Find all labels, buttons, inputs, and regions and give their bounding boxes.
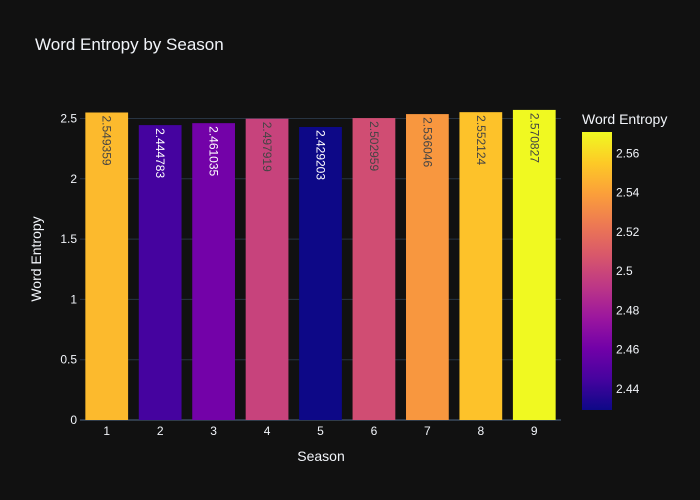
y-tick-label: 1 xyxy=(70,292,77,306)
bar-season-2[interactable] xyxy=(138,125,182,420)
bar-data-label: 2.497919 xyxy=(260,122,274,172)
x-tick-label: 1 xyxy=(103,424,110,438)
x-tick-label: 7 xyxy=(424,424,431,438)
colorbar: Word Entropy 2.44 2.46 2.48 2.5 2.52 2.54 2.56 xyxy=(582,111,667,410)
y-axis-ticks: 0 0.5 1 1.5 2 2.5 xyxy=(60,111,77,427)
bar-data-label: 2.429203 xyxy=(314,130,328,180)
colorbar-tick-label: 2.48 xyxy=(616,303,640,317)
colorbar-tick-label: 2.44 xyxy=(616,382,640,396)
bar-data-label: 2.461035 xyxy=(207,126,221,176)
bar-data-label: 2.536046 xyxy=(420,117,434,167)
bar-season-5[interactable] xyxy=(299,126,342,420)
bars xyxy=(85,109,556,421)
y-tick-label: 0.5 xyxy=(60,353,77,367)
x-tick-label: 2 xyxy=(157,424,164,438)
bar-data-label: 2.444783 xyxy=(153,128,167,178)
bar-season-3[interactable] xyxy=(192,123,235,420)
bar-data-label: 2.502959 xyxy=(367,121,381,171)
x-tick-label: 3 xyxy=(210,424,217,438)
y-tick-label: 0 xyxy=(70,413,77,427)
x-tick-label: 6 xyxy=(371,424,378,438)
x-tick-label: 9 xyxy=(531,424,538,438)
bar-season-9[interactable] xyxy=(512,109,556,421)
bar-season-6[interactable] xyxy=(352,118,396,420)
colorbar-tick-label: 2.5 xyxy=(616,264,633,278)
x-tick-label: 4 xyxy=(264,424,271,438)
bar-data-label: 2.570827 xyxy=(527,113,541,163)
colorbar-tick-label: 2.54 xyxy=(616,186,640,200)
colorbar-title: Word Entropy xyxy=(582,111,667,127)
colorbar-tick-label: 2.52 xyxy=(616,225,640,239)
data-labels: 2.549359 2.444783 2.461035 2.497919 2.429203… xyxy=(100,113,542,180)
bar-season-1[interactable] xyxy=(85,112,129,420)
colorbar-tick-label: 2.56 xyxy=(616,146,640,160)
x-axis-title: Season xyxy=(297,448,344,464)
bar-data-label: 2.552124 xyxy=(474,115,488,165)
x-tick-label: 8 xyxy=(477,424,484,438)
bar-data-label: 2.549359 xyxy=(100,115,114,165)
colorbar-tick-label: 2.46 xyxy=(616,343,640,357)
y-tick-label: 2.5 xyxy=(60,111,77,125)
bar-season-7[interactable] xyxy=(406,114,449,421)
y-axis-title: Word Entropy xyxy=(28,216,44,301)
bar-season-4[interactable] xyxy=(245,118,289,421)
x-tick-label: 5 xyxy=(317,424,324,438)
bar-season-8[interactable] xyxy=(459,112,503,420)
y-tick-label: 1.5 xyxy=(60,232,77,246)
chart-title: Word Entropy by Season xyxy=(35,35,224,54)
y-tick-label: 2 xyxy=(70,172,77,186)
x-axis-ticks: 1 2 3 4 5 6 7 8 9 xyxy=(103,424,538,438)
colorbar-gradient xyxy=(582,132,612,410)
